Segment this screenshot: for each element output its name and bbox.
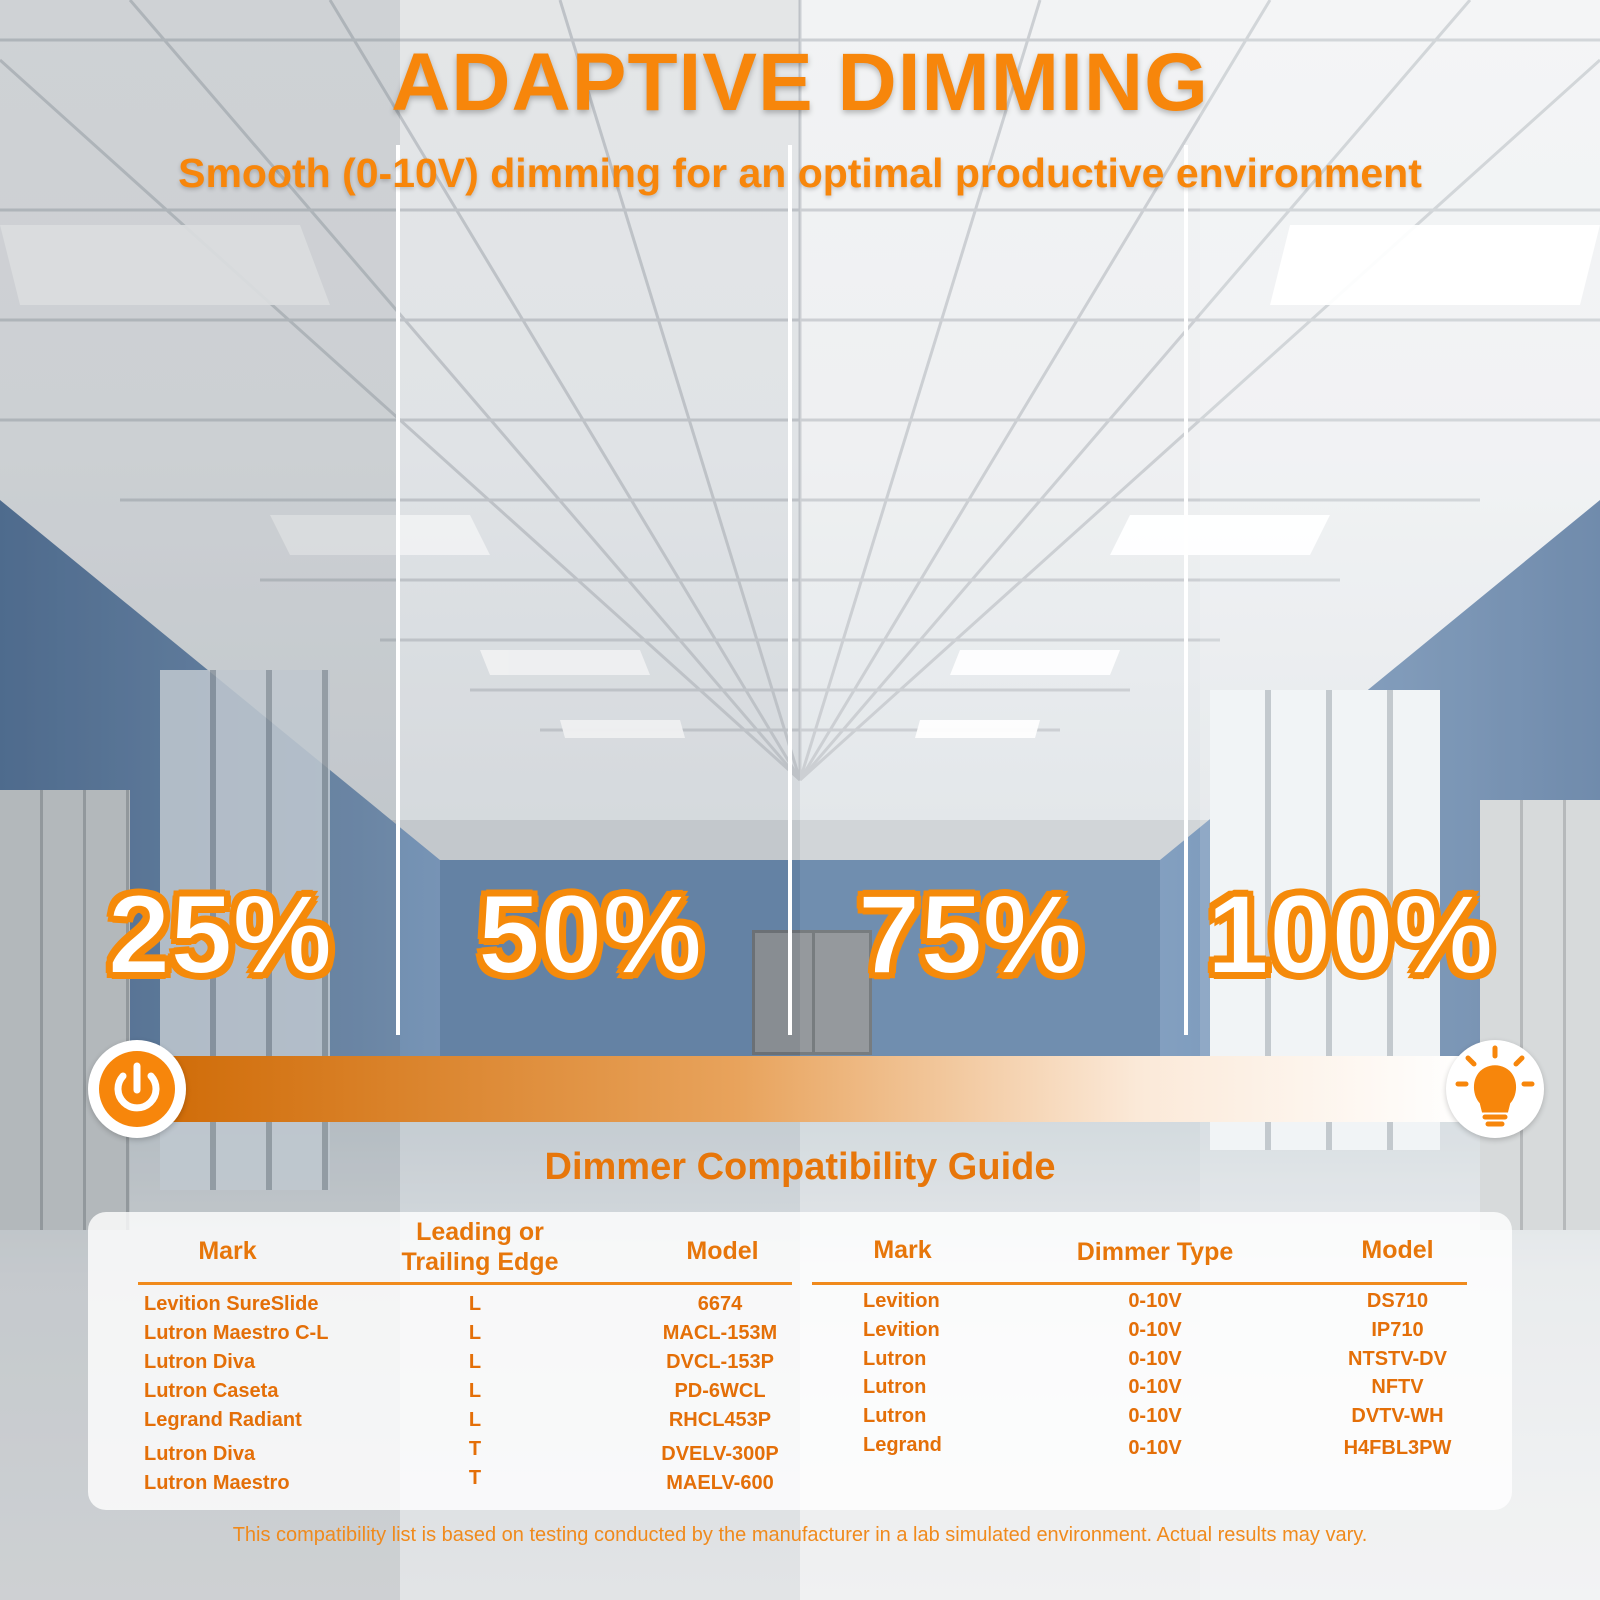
right-row-type: 0-10V — [1128, 1437, 1182, 1459]
dimming-level-100: 100% — [1206, 871, 1494, 998]
left-row-mark: Lutron Diva — [144, 1351, 256, 1373]
band-divider — [396, 145, 400, 1035]
slider-min-knob[interactable] — [88, 1040, 186, 1138]
compatibility-guide-title: Dimmer Compatibility Guide — [544, 1146, 1056, 1188]
left-row-mark: Lutron Maestro — [144, 1472, 290, 1494]
dimming-slider-track[interactable] — [140, 1056, 1470, 1122]
right-lockers — [1480, 800, 1600, 1230]
left-row-edge: L — [468, 1293, 482, 1315]
light-bulb-icon — [1455, 1045, 1535, 1127]
right-row-mark: Lutron — [863, 1348, 927, 1370]
right-row-model: DVTV-WH — [1351, 1405, 1444, 1427]
end-door — [752, 930, 872, 1055]
compatibility-table-panel — [88, 1212, 1512, 1510]
dimming-level-75: 75% — [857, 871, 1083, 998]
page-subtitle: Smooth (0-10V) dimming for an optimal pr… — [178, 150, 1422, 196]
right-row-model: IP710 — [1371, 1319, 1424, 1341]
left-row-mark: Lutron Caseta — [144, 1380, 279, 1402]
band-divider — [788, 145, 792, 1035]
left-header-edge: Leading or Trailing Edge — [401, 1218, 559, 1276]
right-row-type: 0-10V — [1128, 1319, 1182, 1341]
right-row-mark: Legrand — [863, 1434, 942, 1456]
right-row-mark: Lutron — [863, 1376, 927, 1398]
left-row-mark: Lutron Maestro C-L — [144, 1322, 329, 1344]
right-row-model: NFTV — [1371, 1376, 1424, 1398]
slider-max-knob[interactable] — [1446, 1040, 1544, 1138]
left-row-model: MACL-153M — [662, 1322, 778, 1344]
page-title: ADAPTIVE DIMMING — [391, 37, 1209, 128]
right-row-mark: Levition — [863, 1319, 940, 1341]
right-row-mark: Levition — [863, 1290, 940, 1312]
right-row-model: NTSTV-DV — [1348, 1348, 1447, 1370]
left-row-model: DVCL-153P — [666, 1351, 774, 1373]
right-header-mark: Mark — [873, 1236, 932, 1264]
left-row-edge: L — [468, 1409, 482, 1431]
left-row-model: MAELV-600 — [666, 1472, 774, 1494]
dimming-level-25: 25% — [107, 871, 333, 998]
right-row-model: H4FBL3PW — [1343, 1437, 1452, 1459]
left-row-model: DVELV-300P — [661, 1443, 779, 1465]
dimming-level-50: 50% — [477, 871, 703, 998]
right-row-type: 0-10V — [1128, 1405, 1182, 1427]
right-row-model: DS710 — [1366, 1290, 1429, 1312]
left-header-mark: Mark — [198, 1237, 257, 1265]
left-row-edge: L — [468, 1322, 482, 1344]
right-header-rule — [812, 1282, 1467, 1285]
left-header-rule — [138, 1282, 792, 1285]
right-header-model: Model — [1361, 1236, 1434, 1264]
right-row-type: 0-10V — [1128, 1376, 1182, 1398]
right-row-mark: Lutron — [863, 1405, 927, 1427]
left-row-edge: L — [468, 1380, 482, 1402]
left-header-model: Model — [686, 1237, 759, 1265]
left-lockers — [0, 790, 130, 1230]
band-divider — [1184, 145, 1188, 1035]
compatibility-footnote: This compatibility list is based on test… — [232, 1524, 1368, 1546]
left-row-model: RHCL453P — [668, 1409, 772, 1431]
right-header-type: Dimmer Type — [1076, 1238, 1234, 1266]
left-row-edge: T — [468, 1467, 482, 1489]
left-row-edge: T — [468, 1438, 482, 1460]
left-row-mark: Levition SureSlide — [144, 1293, 319, 1315]
left-row-model: 6674 — [697, 1293, 743, 1315]
right-row-type: 0-10V — [1128, 1290, 1182, 1312]
power-icon — [99, 1051, 175, 1127]
left-row-mark: Legrand Radiant — [144, 1409, 302, 1431]
left-row-edge: L — [468, 1351, 482, 1373]
right-row-type: 0-10V — [1128, 1348, 1182, 1370]
left-row-model: PD-6WCL — [674, 1380, 766, 1402]
left-row-mark: Lutron Diva — [144, 1443, 256, 1465]
ceiling-grid — [0, 225, 1600, 738]
